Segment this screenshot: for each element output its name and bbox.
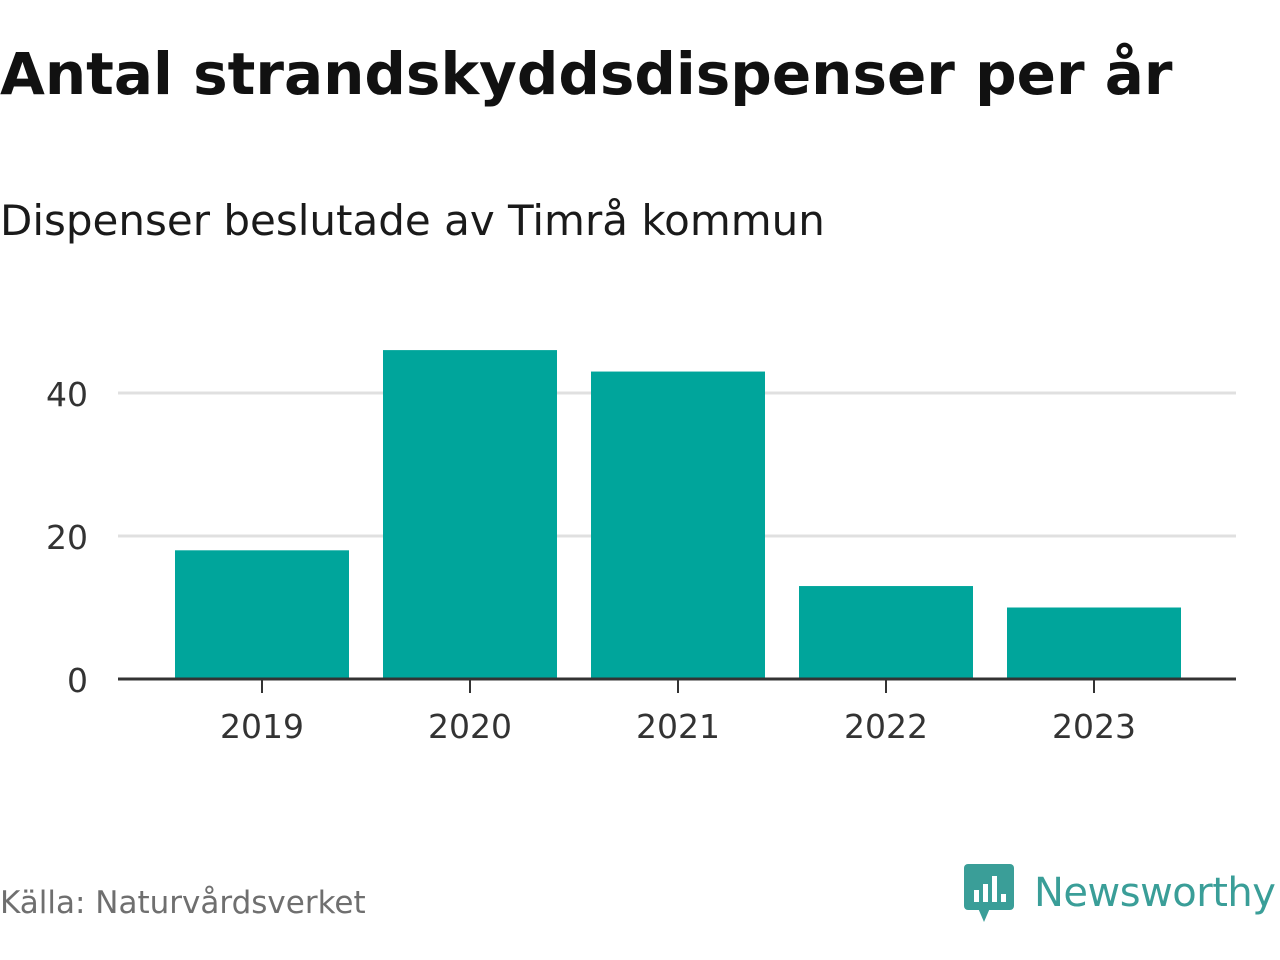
brand-name: Newsworthy [1034, 870, 1276, 916]
x-tick-label: 2019 [220, 707, 304, 746]
chart-subtitle: Dispenser beslutade av Timrå kommun [0, 196, 825, 245]
x-tick-label: 2023 [1052, 707, 1136, 746]
y-tick-label: 40 [46, 375, 88, 414]
x-tick-label: 2021 [636, 707, 720, 746]
bar [175, 550, 349, 679]
bar-chart-speech-bubble-icon [964, 864, 1014, 922]
x-tick-label: 2020 [428, 707, 512, 746]
newsworthy-logo: Newsworthy [964, 864, 1276, 922]
y-tick-label: 0 [67, 661, 88, 700]
chart-title: Antal strandskyddsdispenser per år [0, 40, 1173, 108]
x-tick-label: 2022 [844, 707, 928, 746]
bar [799, 586, 973, 679]
bar [383, 350, 557, 679]
bar [591, 371, 765, 679]
y-tick-label: 20 [46, 518, 88, 557]
bar [1007, 607, 1181, 679]
source-note: Källa: Naturvårdsverket [0, 885, 366, 921]
